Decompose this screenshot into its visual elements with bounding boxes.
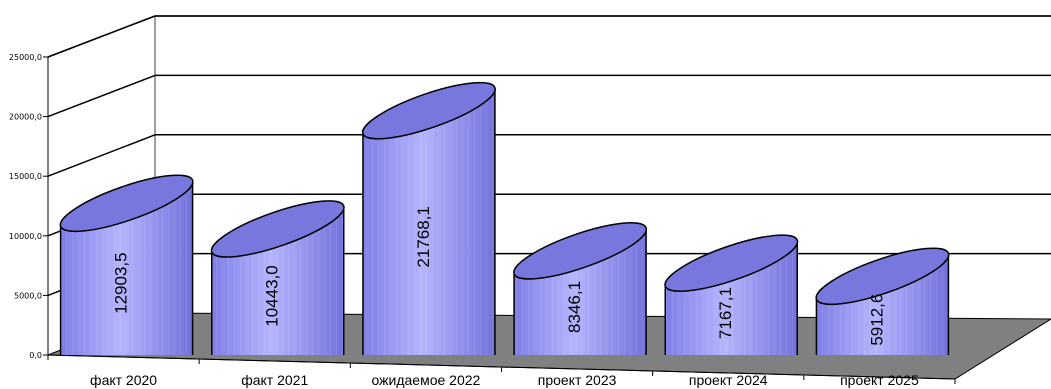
data-label: 10443,0 [263, 265, 282, 326]
x-category-label: проект 2023 [538, 372, 617, 388]
cylinder-bar: 8346,1 [513, 222, 648, 355]
cylinder-bar: 10443,0 [210, 200, 345, 355]
cylinder-top [210, 200, 345, 258]
x-axis: факт 2020 факт 2021 ожидаемое 2022 проект 2… [47, 354, 956, 388]
y-tick-label: 25000,0 [9, 53, 42, 62]
cylinder-top [664, 234, 799, 292]
y-tick-label: 20000,0 [9, 113, 42, 122]
x-category-label: факт 2020 [90, 372, 157, 388]
gridline-side [47, 134, 156, 177]
gridline-side [47, 74, 156, 118]
cylinder-top [815, 247, 950, 306]
y-tick-label: 5000,0 [14, 291, 42, 300]
cylinder-top [59, 174, 194, 233]
y-axis-ticks: 0,0 5000,0 10000,0 15000,0 20000,0 25000,0 [9, 53, 48, 360]
cylinder-body-shading [362, 87, 495, 356]
cylinder-top [361, 81, 496, 140]
x-category-label: проект 2025 [840, 372, 919, 388]
bars: 12903,5 10443,0 21768,1 8346,1 7167,1 5912,6 [59, 81, 950, 356]
data-label: 12903,5 [112, 252, 131, 313]
data-label: 5912,6 [867, 294, 886, 346]
gridline-side [47, 15, 156, 58]
y-tick-label: 15000,0 [9, 172, 42, 181]
cylinder-bar: 7167,1 [664, 234, 799, 355]
cylinder-body-shading [514, 227, 647, 355]
data-label: 21768,1 [414, 206, 433, 267]
x-category-label: факт 2021 [241, 372, 308, 388]
data-label: 8346,1 [565, 281, 584, 333]
cylinder-bar: 21768,1 [361, 81, 496, 356]
cylinder-top [513, 222, 648, 280]
data-label: 7167,1 [716, 287, 735, 339]
x-category-label: проект 2024 [689, 372, 768, 388]
cylinder-bar: 12903,5 [59, 174, 194, 355]
x-category-label: ожидаемое 2022 [372, 372, 481, 388]
y-tick-label: 10000,0 [9, 232, 42, 241]
y-tick-label: 0,0 [29, 351, 42, 360]
cylinder-bar: 5912,6 [815, 247, 950, 355]
